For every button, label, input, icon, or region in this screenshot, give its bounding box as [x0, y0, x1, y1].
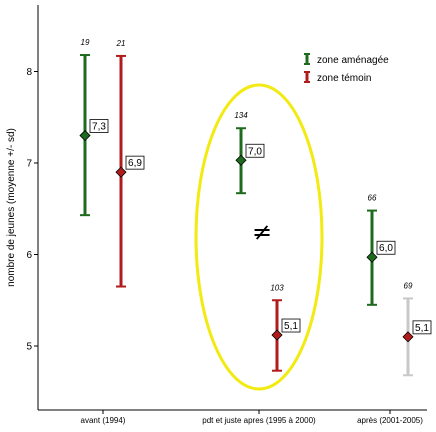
y-tick-label: 7 — [26, 159, 32, 170]
mean-marker — [366, 251, 378, 263]
value-label-box — [376, 240, 396, 255]
value-label-box — [125, 155, 145, 170]
y-axis-title: nombre de jeunes (moyenne +/- sd) — [6, 128, 17, 287]
legend-entry: zone témoin — [304, 71, 371, 84]
highlight-ellipse — [194, 83, 324, 391]
marks-layer: 7,3 19 7,0 134 6,0 66 6,9 21 5,1 103 5,1 69 — [79, 38, 432, 377]
value-label-box — [245, 143, 265, 158]
data-point-group: 6,9 21 — [115, 39, 145, 288]
data-point-group: 7,3 19 — [79, 38, 109, 217]
annotation-not-equal: ≠ — [252, 218, 272, 246]
value-label: 7,0 — [248, 146, 262, 157]
mean-marker — [235, 154, 247, 166]
sample-size-label: 66 — [368, 194, 377, 203]
y-tick-label: 5 — [26, 342, 32, 353]
data-point-group: 6,0 66 — [366, 194, 396, 306]
sample-size-label: 19 — [81, 38, 90, 47]
value-label: 5,1 — [415, 323, 429, 334]
value-label-box — [281, 318, 301, 333]
legend: zone aménagée zone témoin — [304, 53, 389, 84]
legend-entry: zone aménagée — [304, 53, 389, 66]
sample-size-label: 21 — [116, 39, 126, 48]
y-tick-label: 6 — [26, 250, 32, 261]
mean-marker — [115, 166, 127, 178]
data-point-group: 7,0 134 — [234, 111, 265, 195]
value-label-box — [412, 320, 432, 335]
sample-size-label: 134 — [234, 111, 248, 120]
highlight-layer: ≠ — [194, 83, 324, 391]
axes-layer: 5 6 7 8 nombre de jeunes (moyenne +/- sd) ava… — [6, 5, 427, 425]
sample-size-label: 69 — [404, 281, 413, 290]
mean-marker — [271, 329, 283, 341]
mean-marker — [79, 129, 91, 142]
mean-marker — [402, 331, 414, 343]
value-label: 5,1 — [284, 321, 298, 332]
x-tick-label: pdt et juste apres (1995 à 2000) — [202, 416, 316, 425]
sample-size-label: 103 — [270, 283, 284, 292]
y-tick-label: 8 — [26, 67, 32, 78]
x-tick-label: après (2001-2005) — [357, 416, 423, 425]
data-point-group: 5,1 69 — [402, 281, 432, 377]
legend-label: zone aménagée — [317, 55, 389, 66]
legend-label: zone témoin — [317, 73, 371, 84]
value-label: 7,3 — [92, 122, 106, 133]
value-label-box — [89, 119, 109, 133]
value-label: 6,9 — [128, 158, 142, 169]
data-point-group: 5,1 103 — [270, 283, 301, 372]
value-label: 6,0 — [379, 243, 393, 254]
x-tick-label: avant (1994) — [81, 416, 126, 425]
